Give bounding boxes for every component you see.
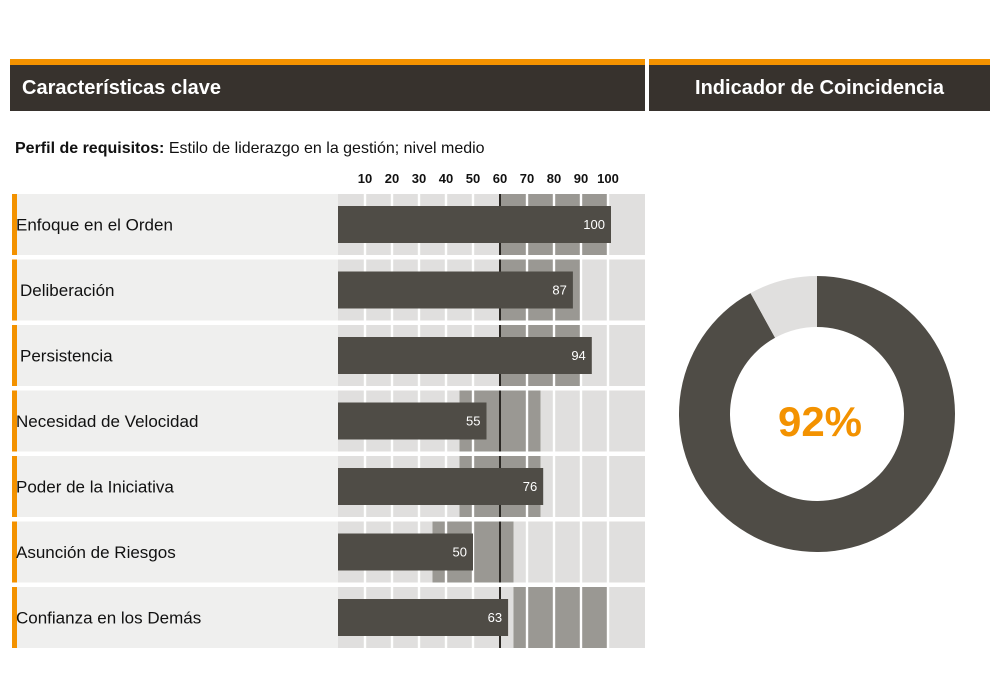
value-label: 100	[583, 217, 605, 232]
category-label: Persistencia	[20, 347, 113, 366]
match-indicator-header: Indicador de Coincidencia	[649, 59, 990, 111]
value-bar	[338, 337, 592, 374]
value-bar	[338, 599, 509, 636]
gridline	[606, 521, 610, 583]
gridline	[606, 259, 610, 321]
value-label: 76	[523, 479, 537, 494]
profile-value: Estilo de liderazgo en la gestión; nivel…	[168, 140, 485, 157]
reference-line	[499, 390, 501, 452]
category-label: Poder de la Iniciativa	[16, 478, 174, 497]
row-background	[12, 456, 338, 517]
row-accent	[12, 259, 17, 321]
category-label: Necesidad de Velocidad	[16, 412, 198, 431]
value-bar	[338, 533, 473, 571]
gridline	[579, 259, 583, 321]
value-bar	[338, 271, 573, 309]
row-accent	[12, 390, 17, 452]
tick-label: 100	[597, 171, 619, 186]
row-background	[12, 194, 338, 255]
gridline	[552, 521, 556, 583]
category-label: Confianza en los Demás	[16, 609, 201, 628]
gridline	[552, 456, 556, 517]
tick-label: 80	[547, 171, 561, 186]
value-label: 63	[488, 610, 502, 625]
value-label: 94	[571, 348, 585, 363]
required-range	[513, 587, 608, 648]
tick-label: 20	[385, 171, 399, 186]
value-bar	[338, 402, 487, 440]
match-percentage: 92%	[778, 398, 862, 445]
value-label: 87	[552, 283, 566, 298]
gridline	[606, 390, 610, 452]
row-background	[12, 259, 338, 321]
gridline	[525, 587, 529, 648]
gridline	[579, 390, 583, 452]
tick-label: 50	[466, 171, 480, 186]
tick-label: 90	[574, 171, 588, 186]
value-bar	[338, 468, 544, 505]
profile-label: Perfil de requisitos:	[15, 140, 165, 157]
gridline	[579, 587, 583, 648]
tick-label: 70	[520, 171, 534, 186]
key-features-header: Características clave	[10, 59, 645, 111]
row-background	[12, 325, 338, 386]
reference-line	[499, 521, 501, 583]
tick-label: 30	[412, 171, 426, 186]
value-label: 55	[466, 414, 480, 429]
row-accent	[12, 521, 17, 583]
tick-label: 40	[439, 171, 453, 186]
gridline	[606, 325, 610, 386]
gridline	[579, 456, 583, 517]
value-label: 50	[453, 545, 467, 560]
gridline	[525, 521, 529, 583]
tick-label: 10	[358, 171, 372, 186]
row-accent	[12, 587, 17, 648]
requirements-profile: Perfil de requisitos: Estilo de liderazg…	[15, 140, 485, 158]
value-bar	[338, 206, 611, 243]
category-label: Deliberación	[20, 281, 115, 300]
donut-remainder-slice	[750, 276, 817, 338]
gridline	[606, 587, 610, 648]
row-background	[12, 521, 338, 583]
row-accent	[12, 456, 17, 517]
gridline	[525, 390, 529, 452]
gridline	[606, 456, 610, 517]
tick-label: 60	[493, 171, 507, 186]
category-label: Asunción de Riesgos	[16, 543, 176, 562]
gridline	[579, 521, 583, 583]
row-background	[12, 390, 338, 452]
gridline	[552, 587, 556, 648]
row-background	[12, 587, 338, 648]
category-label: Enfoque en el Orden	[16, 216, 173, 235]
row-accent	[12, 325, 17, 386]
row-accent	[12, 194, 17, 255]
gridline	[552, 390, 556, 452]
donut-match-slice	[678, 276, 955, 552]
